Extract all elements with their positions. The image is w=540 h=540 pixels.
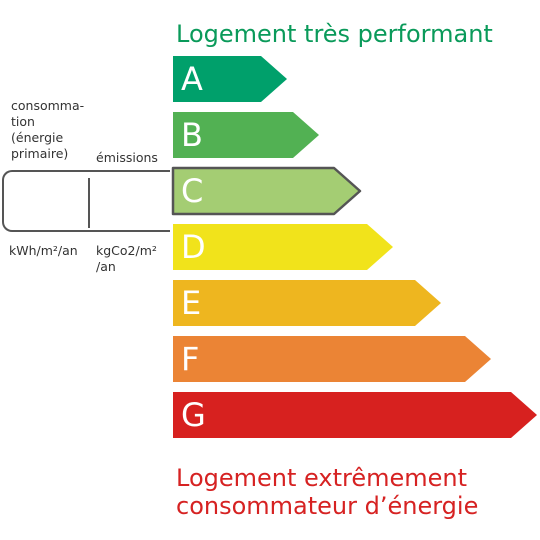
energy-class-arrow-f [173,336,491,382]
energy-class-d: D [173,224,393,270]
value-divider [88,178,90,228]
ges-unit-line1: kgCo2/m² [96,243,157,258]
energy-class-arrow-d [173,224,393,270]
energy-class-f: F [173,336,491,382]
current-value-box [2,170,170,232]
energy-class-a: A [173,56,287,102]
energy-class-e: E [173,280,441,326]
energy-class-letter-c: C [181,172,203,210]
ges-unit-line2: /an [96,259,116,274]
energy-class-arrow-g [173,392,537,438]
energy-class-b: B [173,112,319,158]
bottom-label-line1: Logement extrêmement [176,464,467,492]
energy-class-arrow-a [173,56,287,102]
consumption-label-line2: tion [11,114,35,129]
energy-class-letter-b: B [181,116,203,154]
consumption-label-line3: (énergie [11,130,64,145]
top-label: Logement très performant [176,20,493,48]
ges-unit-label: kgCo2/m² /an [96,243,157,275]
energy-class-arrow-b [173,112,319,158]
emissions-label: émissions [96,150,158,165]
energy-class-c: C [171,166,362,216]
energy-class-arrow-c [171,166,362,216]
energy-class-arrow-e [173,280,441,326]
energy-class-letter-e: E [181,284,201,322]
energy-unit-label: kWh/m²/an [9,243,78,258]
bottom-label-line2: consommateur d’énergie [176,492,479,520]
energy-class-letter-f: F [181,340,199,378]
energy-class-letter-g: G [181,396,206,434]
consumption-label-line1: consomma- [11,98,85,113]
energy-class-letter-a: A [181,60,203,98]
consumption-label: consomma- tion (énergie primaire) [11,98,84,162]
energy-class-g: G [173,392,537,438]
consumption-label-line4: primaire) [11,146,69,161]
bottom-label: Logement extrêmement consommateur d’éner… [176,464,478,520]
energy-class-letter-d: D [181,228,206,266]
